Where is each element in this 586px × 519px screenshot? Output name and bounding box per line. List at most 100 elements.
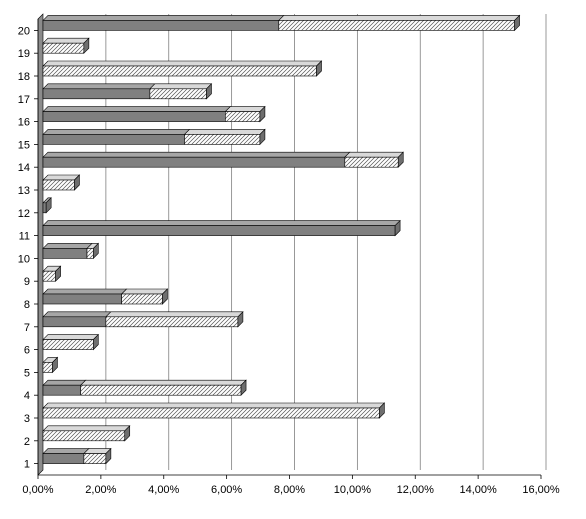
bar-front [83, 453, 107, 464]
bar-front [42, 156, 346, 168]
bar-segment [42, 448, 90, 464]
bar-top [224, 106, 266, 112]
side-wall [37, 13, 44, 476]
bar-end-cap [397, 151, 404, 168]
bar-front [42, 179, 75, 191]
bar-top [42, 243, 93, 249]
bar-front [42, 453, 85, 464]
bar-top [42, 334, 100, 340]
bar-front [225, 111, 261, 122]
bar-end-cap [259, 128, 266, 146]
bar-top [42, 15, 285, 21]
bar-end-cap [83, 37, 90, 54]
x-tick-label: 12,00% [397, 484, 435, 496]
bar-top [42, 60, 323, 67]
bar-end-cap [394, 219, 401, 237]
y-tick-label: 10 [18, 253, 30, 265]
bar-segment [42, 15, 285, 31]
bar-front [42, 202, 47, 214]
y-tick-label: 18 [18, 71, 30, 83]
x-tick-label: 2,00% [85, 484, 116, 496]
axes: 0,00% 2,00% 4,00% 6,00% 8,00% 10,00% 12,00% 14,… [18, 19, 560, 496]
bar-segment [120, 288, 169, 305]
x-tick-label: 4,00% [148, 484, 179, 496]
y-tick-label: 11 [19, 231, 30, 243]
x-tick-label: 16,00% [522, 484, 560, 496]
bar-segment [344, 151, 404, 168]
y-tick-label: 13 [18, 185, 30, 197]
bar-front [42, 225, 396, 236]
bar-top [278, 15, 521, 21]
bar-top [42, 151, 351, 158]
y-tick-label: 1 [24, 459, 30, 471]
bar-front [42, 316, 107, 328]
bar-front [278, 20, 515, 31]
bar-front [42, 384, 82, 396]
bar-end-cap [162, 288, 168, 305]
x-tick-label: 6,00% [211, 484, 242, 496]
x-tick-label: 10,00% [334, 484, 372, 496]
y-tick-label: 5 [24, 367, 30, 379]
bar-front [42, 339, 94, 350]
bar-segment [42, 379, 87, 396]
bar-segment [42, 151, 351, 168]
y-tick-label: 15 [18, 139, 30, 151]
y-tick-label: 20 [18, 25, 30, 37]
bar-top [42, 402, 386, 409]
bar-segment [224, 106, 266, 122]
bar-end-cap [206, 83, 212, 100]
bar-front [149, 88, 207, 100]
bar-top [42, 106, 232, 112]
y-tick-label: 14 [18, 162, 30, 174]
bar-front [344, 156, 399, 168]
y-tick-label: 2 [24, 436, 30, 448]
bar-top [42, 448, 90, 454]
y-tick-label: 6 [24, 345, 30, 357]
bar-front [42, 88, 151, 100]
bar-front [105, 316, 239, 328]
bar-front [42, 134, 185, 145]
bar-top [42, 37, 90, 44]
bar-end-cap [55, 265, 61, 282]
bar-end-cap [93, 333, 99, 351]
bar-segment [42, 106, 232, 122]
bar-segment [42, 243, 93, 259]
bar-top [149, 83, 213, 90]
bar-front [42, 20, 280, 31]
bar-segment [42, 311, 112, 328]
bar-top [42, 311, 112, 318]
bar-end-cap [379, 402, 385, 419]
bar-segment [149, 83, 213, 100]
bar-front [42, 42, 85, 54]
bar-segment [278, 15, 521, 31]
bars [42, 14, 521, 465]
bar-front [42, 407, 380, 419]
bar-front [42, 362, 53, 373]
bar-top [42, 379, 87, 386]
bar-end-cap [237, 311, 244, 328]
bar-end-cap [316, 60, 322, 77]
bar-front [42, 65, 317, 77]
plot-wall [37, 13, 44, 476]
bar-segment [42, 425, 131, 442]
y-tick-label: 16 [18, 117, 30, 129]
bar-front [42, 270, 56, 282]
bar-segment [42, 288, 128, 305]
bar-front [121, 293, 163, 305]
y-tick-label: 7 [24, 322, 30, 334]
y-tick-label: 3 [24, 413, 30, 425]
x-tick-label: 14,00% [459, 484, 497, 496]
bar-top [80, 379, 247, 386]
y-tick-label: 4 [24, 390, 30, 402]
bar-end-cap [45, 197, 52, 214]
bar-segment [42, 174, 81, 191]
bar-top [42, 220, 401, 226]
bar-front [42, 248, 88, 259]
bar-top [42, 425, 131, 432]
bar-end-cap [259, 105, 266, 123]
y-tick-label: 8 [24, 299, 30, 311]
bar-segment [42, 334, 100, 350]
y-tick-label: 12 [18, 208, 30, 220]
bar-segment [42, 83, 156, 100]
